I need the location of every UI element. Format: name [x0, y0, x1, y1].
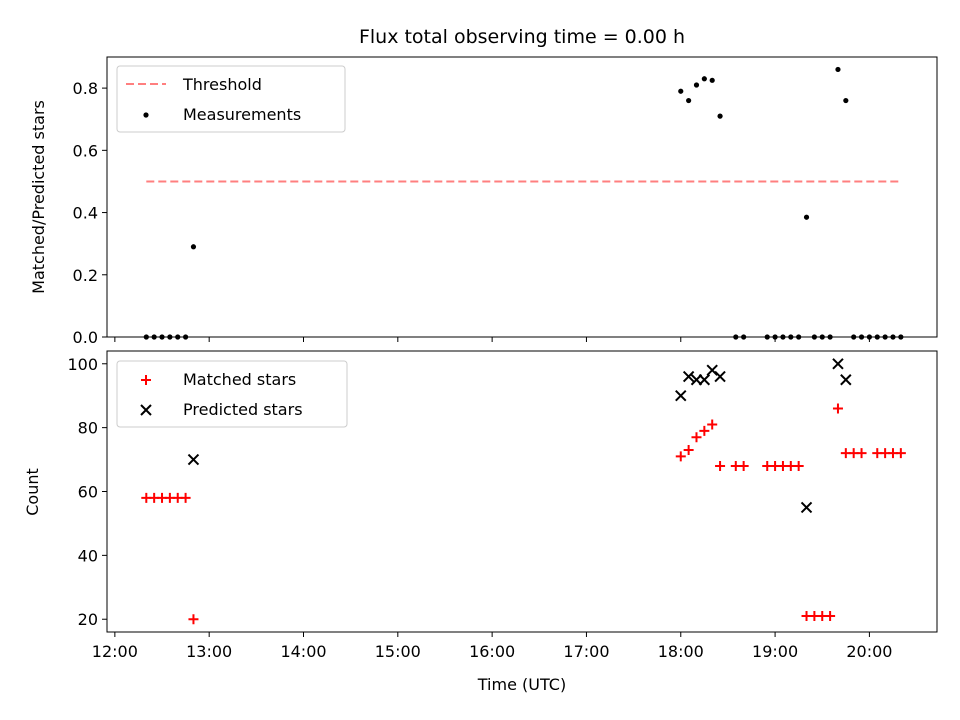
- top-panel-ratio: 0.0 0.2 0.4 0.6 0.8 Threshold Measurements: [73, 56, 938, 347]
- legend-measurements-label: Measurements: [183, 105, 301, 124]
- matched-star-point: [715, 460, 726, 471]
- top-y-tick-label: 0.4: [73, 204, 98, 223]
- top-plot-frame: [106, 56, 938, 338]
- predicted-star-point: [840, 374, 852, 386]
- chart-title: Flux total observing time = 0.00 h: [359, 26, 685, 48]
- measurement-point: [843, 97, 849, 104]
- matched-star-point: [675, 451, 686, 462]
- x-tick-label: 19:00: [752, 642, 798, 661]
- measurement-point: [835, 66, 841, 73]
- matched-star-point: [793, 460, 804, 471]
- matched-star-point: [691, 432, 702, 443]
- top-legend: Threshold Measurements: [116, 65, 346, 133]
- x-tick-label: 14:00: [280, 642, 326, 661]
- measurement-point: [693, 82, 700, 88]
- predicted-star-point: [187, 453, 200, 466]
- legend-matched-label: Matched stars: [183, 370, 296, 389]
- legend-predicted-label: Predicted stars: [183, 400, 303, 419]
- matched-star-point: [180, 492, 191, 503]
- bottom-plot-frame: [106, 350, 938, 633]
- x-tick-label: 15:00: [375, 642, 421, 661]
- matched-star-point: [188, 614, 199, 625]
- legend-threshold-label: Threshold: [182, 75, 262, 94]
- measurement-point: [686, 97, 692, 104]
- x-tick-label: 12:00: [92, 642, 138, 661]
- bottom-y-tick-label: 20: [78, 610, 98, 629]
- x-tick-label: 13:00: [186, 642, 232, 661]
- top-legend-box: [116, 65, 346, 133]
- legend-measurements-swatch: [143, 112, 149, 118]
- bottom-legend: Matched stars Predicted stars: [116, 360, 348, 428]
- top-y-tick-label: 0.2: [73, 266, 98, 285]
- x-axis-label: Time (UTC): [477, 675, 566, 694]
- top-y-axis-label: Matched/Predicted stars: [29, 100, 48, 294]
- x-tick-label: 18:00: [658, 642, 704, 661]
- matched-star-point: [683, 444, 694, 455]
- matched-star-point: [707, 419, 718, 430]
- measurement-point: [701, 76, 707, 82]
- predicted-star-point: [714, 370, 726, 383]
- matched-star-point: [856, 448, 867, 459]
- predicted-star-point: [832, 358, 844, 370]
- bottom-y-tick-label: 60: [78, 483, 98, 502]
- predicted-star-point: [682, 370, 695, 383]
- predicted-star-point: [698, 374, 711, 386]
- top-y-tick-label: 0.8: [73, 79, 98, 98]
- measurement-point: [803, 214, 810, 220]
- legend-matched-swatch: [141, 375, 151, 385]
- legend-predicted-swatch: [140, 404, 152, 416]
- x-tick-label: 16:00: [469, 642, 515, 661]
- bottom-panel-counts: 20 40 60 80 100 12:00 13:00 14:00 15:00 16:00 17:0…: [67, 350, 938, 661]
- measurement-point: [717, 113, 723, 119]
- measurement-point: [190, 244, 197, 250]
- top-y-tick-label: 0.6: [73, 141, 98, 160]
- x-tick-label: 17:00: [563, 642, 609, 661]
- measurement-point: [678, 88, 684, 94]
- bottom-y-tick-label: 100: [67, 355, 98, 374]
- matched-star-point: [825, 611, 836, 622]
- bottom-y-tick-label: 40: [78, 546, 98, 565]
- predicted-star-point: [800, 501, 813, 514]
- bottom-y-tick-label: 80: [78, 419, 98, 438]
- matched-star-point: [738, 460, 749, 471]
- matched-star-point: [895, 448, 906, 459]
- bottom-legend-box: [116, 360, 348, 428]
- x-tick-label: 20:00: [846, 642, 892, 661]
- predicted-star-point: [675, 389, 687, 402]
- bottom-y-axis-label: Count: [23, 468, 42, 516]
- matched-star-point: [699, 425, 710, 436]
- measurement-point: [709, 77, 715, 83]
- top-y-tick-label: 0.0: [73, 328, 98, 347]
- predicted-star-point: [706, 364, 718, 376]
- matched-star-point: [832, 403, 843, 414]
